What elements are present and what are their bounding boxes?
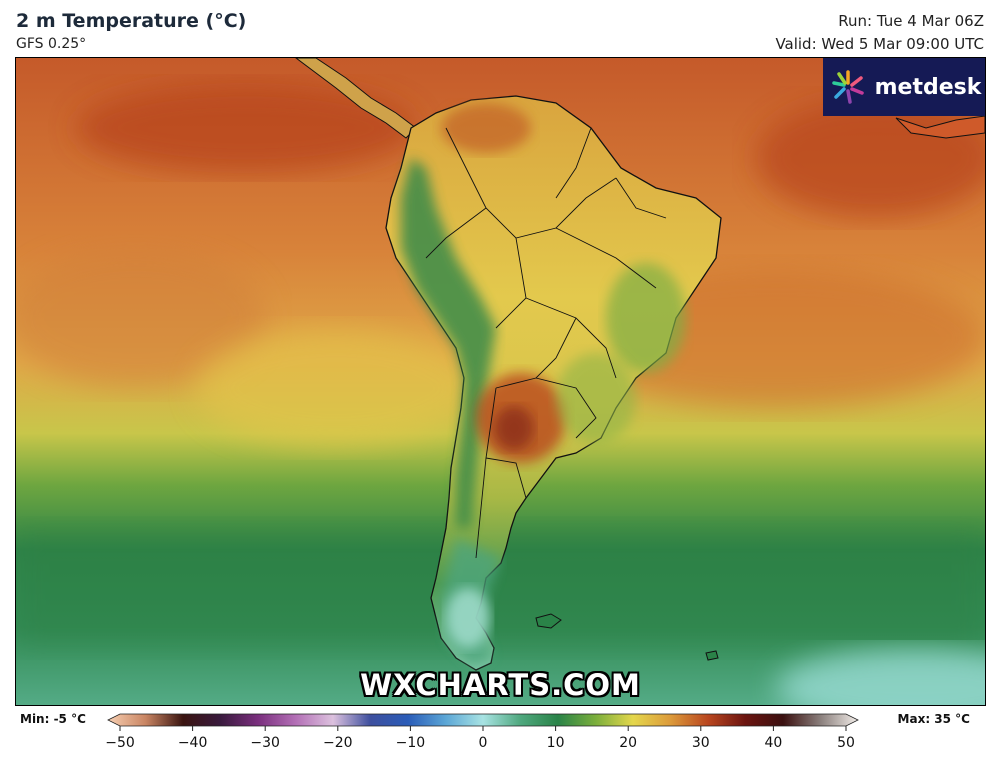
colorbar-tick-label: −30	[250, 735, 280, 751]
colorbar	[107, 713, 859, 731]
metdesk-flower-icon	[831, 70, 864, 104]
colorbar-tick-label: −40	[177, 735, 208, 751]
logo-text: metdesk	[874, 74, 982, 100]
colorbar-tick-label: 20	[619, 735, 638, 751]
temperature-field	[16, 58, 985, 705]
run-time: Run: Tue 4 Mar 06Z	[838, 12, 984, 30]
falkland-islands	[535, 613, 562, 629]
colorbar-tick-label: −10	[395, 735, 426, 751]
model-label: GFS 0.25°	[16, 36, 87, 52]
colorbar-tick-label: 0	[478, 735, 488, 751]
temperature-map[interactable]: metdesk WXCHARTS.COM	[15, 57, 986, 706]
min-temperature-label: Min: -5 °C	[20, 712, 86, 726]
colorbar-tick-label: 30	[691, 735, 710, 751]
colorbar-legend: Min: -5 °C −50 −40 −30 −20 −10 0 10 20 30 40 50 Ma…	[0, 708, 1000, 766]
colorbar-tick-label: 10	[546, 735, 565, 751]
colorbar-tick-label: −50	[105, 735, 135, 751]
country-borders	[425, 127, 667, 559]
west-africa-coast	[895, 115, 985, 139]
colorbar-gradient	[107, 713, 859, 727]
south-georgia-island	[705, 650, 719, 661]
metdesk-logo[interactable]: metdesk	[823, 58, 985, 116]
valid-time: Valid: Wed 5 Mar 09:00 UTC	[775, 35, 984, 53]
chart-title: 2 m Temperature (°C)	[16, 10, 247, 32]
andes-cool-band	[401, 158, 496, 528]
max-temperature-label: Max: 35 °C	[897, 712, 970, 726]
colorbar-tick-label: −20	[323, 735, 353, 751]
wxcharts-watermark: WXCHARTS.COM	[360, 668, 641, 702]
colorbar-tick-label: 50	[837, 735, 855, 751]
colorbar-tick-label: 40	[764, 735, 783, 751]
